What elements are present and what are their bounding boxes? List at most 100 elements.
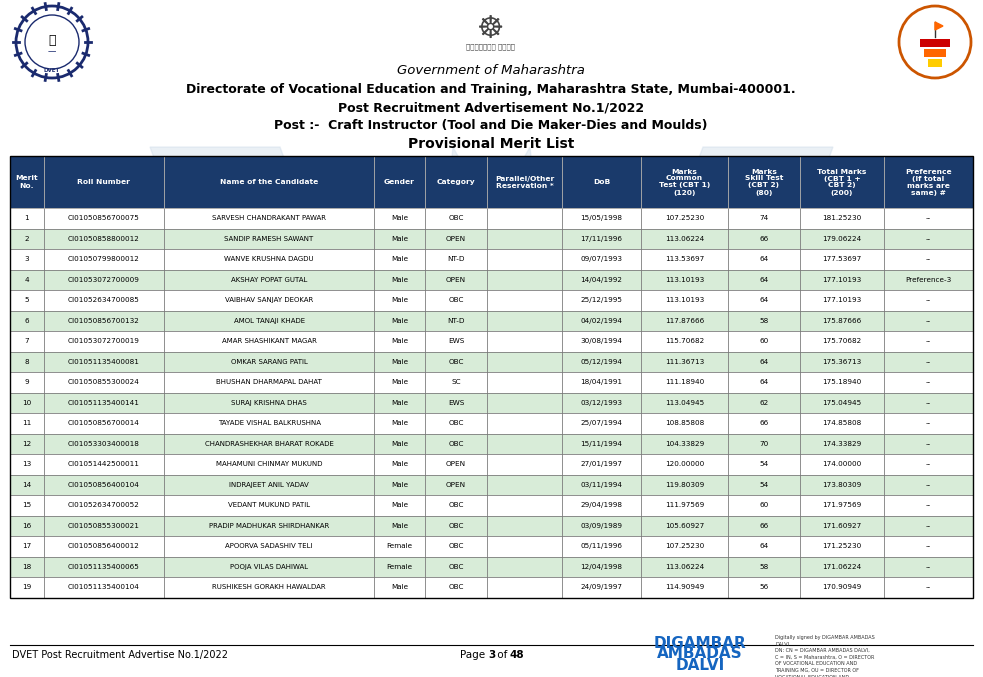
Bar <box>800 229 884 249</box>
Text: Merit
No.: Merit No. <box>16 175 38 188</box>
Text: 113.10193: 113.10193 <box>665 297 704 303</box>
Text: ☸: ☸ <box>478 14 504 43</box>
Text: Male: Male <box>391 318 408 324</box>
Bar <box>10 433 43 454</box>
Bar <box>425 556 488 577</box>
Text: SANDIP RAMESH SAWANT: SANDIP RAMESH SAWANT <box>224 236 314 242</box>
Text: OPEN: OPEN <box>446 461 466 467</box>
Text: OBC: OBC <box>448 523 464 529</box>
Text: NT-D: NT-D <box>447 318 465 324</box>
Text: CI01053303400018: CI01053303400018 <box>68 441 140 447</box>
Text: 64: 64 <box>759 277 769 283</box>
Text: MAHAMUNI CHINMAY MUKUND: MAHAMUNI CHINMAY MUKUND <box>216 461 322 467</box>
Text: --: -- <box>926 236 931 242</box>
Text: CI01051135400141: CI01051135400141 <box>68 399 140 406</box>
Text: SARVESH CHANDRAKANT PAWAR: SARVESH CHANDRAKANT PAWAR <box>212 215 326 221</box>
Text: 12/04/1998: 12/04/1998 <box>581 564 622 570</box>
Bar <box>10 577 973 598</box>
Text: --: -- <box>926 399 931 406</box>
Bar <box>920 39 950 47</box>
Text: 54: 54 <box>759 461 769 467</box>
Bar <box>884 269 973 290</box>
Bar <box>488 311 562 331</box>
Bar <box>884 372 973 393</box>
Text: OBC: OBC <box>448 564 464 570</box>
Bar <box>10 556 973 577</box>
Bar <box>10 475 973 495</box>
Bar <box>488 229 562 249</box>
Bar <box>884 249 973 269</box>
Text: --: -- <box>926 379 931 385</box>
Bar <box>562 311 641 331</box>
Bar <box>425 393 488 413</box>
Text: सत्यमेव जयते: सत्यमेव जयते <box>467 44 515 50</box>
Text: OBC: OBC <box>448 297 464 303</box>
Bar <box>10 413 973 433</box>
Bar <box>10 536 973 556</box>
Text: Digitally signed by DIGAMBAR AMBADAS
DALVI
DN: CN = DIGAMBAR AMBADAS DALVI,
C = : Digitally signed by DIGAMBAR AMBADAS DAL… <box>775 635 875 677</box>
Text: OMKAR SARANG PATIL: OMKAR SARANG PATIL <box>231 359 308 365</box>
Text: 16: 16 <box>23 523 31 529</box>
Text: 170.90949: 170.90949 <box>823 584 861 590</box>
Bar <box>164 536 375 556</box>
Text: 70: 70 <box>759 441 769 447</box>
Bar <box>10 495 973 515</box>
Bar <box>43 433 164 454</box>
Bar <box>10 393 973 413</box>
Bar <box>884 393 973 413</box>
Text: 171.97569: 171.97569 <box>823 502 861 508</box>
Bar <box>884 495 973 515</box>
Bar <box>727 536 800 556</box>
Text: CI01051135400065: CI01051135400065 <box>68 564 140 570</box>
Text: OPEN: OPEN <box>446 482 466 487</box>
Bar <box>884 433 973 454</box>
Text: 15/05/1998: 15/05/1998 <box>581 215 622 221</box>
Bar <box>164 269 375 290</box>
Text: CI01051135400081: CI01051135400081 <box>68 359 140 365</box>
Text: 171.06224: 171.06224 <box>823 564 861 570</box>
Text: 175.70682: 175.70682 <box>823 338 861 344</box>
Bar <box>884 556 973 577</box>
Bar <box>641 331 727 351</box>
Text: 18: 18 <box>23 564 31 570</box>
Bar <box>800 556 884 577</box>
Bar <box>641 454 727 475</box>
Bar <box>375 372 425 393</box>
Text: 11: 11 <box>23 420 31 427</box>
Bar <box>884 331 973 351</box>
Text: 66: 66 <box>759 523 769 529</box>
Text: 64: 64 <box>759 257 769 262</box>
Text: --: -- <box>926 564 931 570</box>
Bar <box>43 372 164 393</box>
Bar <box>488 393 562 413</box>
Bar <box>727 269 800 290</box>
Polygon shape <box>420 147 563 557</box>
Text: Male: Male <box>391 379 408 385</box>
Bar <box>425 331 488 351</box>
Bar <box>164 229 375 249</box>
Text: Male: Male <box>391 523 408 529</box>
Text: 173.80309: 173.80309 <box>823 482 861 487</box>
Text: Male: Male <box>391 461 408 467</box>
Text: 175.04945: 175.04945 <box>823 399 861 406</box>
Bar <box>884 413 973 433</box>
Text: DoB: DoB <box>593 179 610 185</box>
Text: --: -- <box>926 502 931 508</box>
Bar <box>800 208 884 229</box>
Text: 74: 74 <box>759 215 769 221</box>
Text: 04/02/1994: 04/02/1994 <box>581 318 622 324</box>
Bar <box>488 556 562 577</box>
Bar <box>43 515 164 536</box>
Text: 64: 64 <box>759 359 769 365</box>
Text: --: -- <box>926 297 931 303</box>
Bar <box>800 156 884 208</box>
Bar <box>562 454 641 475</box>
Bar <box>425 577 488 598</box>
Bar <box>10 249 973 269</box>
Bar <box>800 475 884 495</box>
Bar <box>641 515 727 536</box>
Text: CI01051442500011: CI01051442500011 <box>68 461 140 467</box>
Bar <box>641 475 727 495</box>
Bar <box>562 413 641 433</box>
Bar <box>10 331 973 351</box>
